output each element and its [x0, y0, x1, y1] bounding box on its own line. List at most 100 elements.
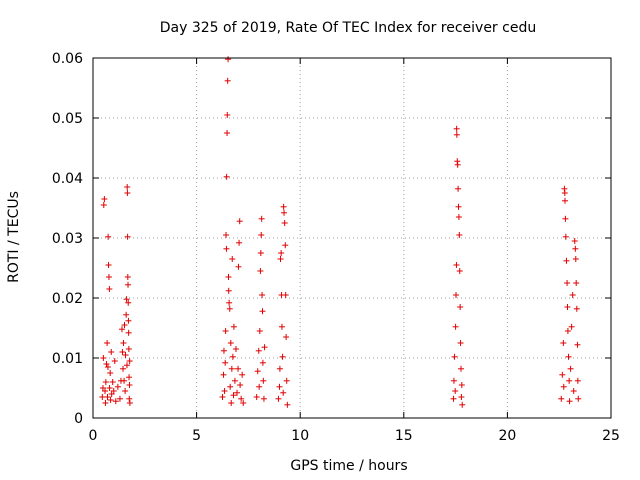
data-point: [275, 395, 282, 402]
data-point: [227, 340, 234, 346]
x-axis-label: GPS time / hours: [290, 458, 407, 474]
data-point: [456, 232, 463, 238]
data-point: [458, 382, 465, 388]
data-point: [124, 233, 131, 240]
data-point: [458, 394, 465, 400]
data-point: [453, 262, 460, 268]
data-point: [453, 131, 460, 138]
data-point: [109, 379, 116, 385]
data-point: [564, 304, 571, 310]
chart-title: Day 325 of 2019, Rate Of TEC Index for r…: [160, 20, 536, 36]
data-point: [239, 371, 246, 378]
data-point: [123, 296, 130, 303]
data-point: [452, 388, 459, 394]
data-point: [459, 401, 466, 408]
data-point: [562, 215, 569, 222]
data-point: [121, 377, 128, 384]
y-axis-label: ROTI / TECUs: [6, 191, 22, 283]
data-point: [219, 394, 226, 400]
data-point: [232, 346, 239, 352]
y-tick-label: 0.04: [52, 171, 83, 187]
data-point: [451, 353, 458, 360]
data-point: [279, 353, 286, 360]
data-point: [124, 190, 131, 196]
data-point: [107, 370, 114, 376]
data-point: [104, 394, 111, 400]
data-point: [120, 365, 127, 372]
data-point: [235, 365, 242, 372]
data-point: [260, 395, 267, 402]
data-point: [235, 263, 242, 270]
data-point: [282, 242, 289, 249]
data-point: [566, 398, 573, 405]
data-point: [126, 374, 133, 381]
data-point: [121, 322, 128, 328]
data-point: [259, 359, 266, 366]
data-point: [558, 395, 565, 402]
data-point: [107, 397, 114, 403]
y-tick-label: 0.03: [52, 231, 83, 247]
data-point: [564, 328, 571, 334]
data-points: [99, 56, 582, 408]
data-point: [240, 400, 247, 406]
y-tick-label: 0.05: [52, 111, 83, 127]
data-point: [225, 274, 232, 280]
data-point: [119, 326, 126, 333]
data-point: [283, 334, 290, 340]
data-point: [125, 346, 132, 352]
data-point: [224, 112, 231, 118]
data-point: [455, 185, 462, 192]
data-point: [237, 382, 244, 388]
y-tick-label: 0.01: [52, 351, 83, 367]
x-tick-label: 20: [498, 428, 516, 444]
data-point: [457, 340, 464, 346]
data-point: [254, 368, 261, 375]
data-point: [220, 371, 227, 378]
data-point: [453, 292, 460, 298]
data-point: [455, 203, 462, 210]
data-point: [99, 394, 106, 400]
data-point: [126, 395, 133, 402]
data-point: [260, 377, 267, 384]
data-point: [225, 56, 232, 63]
data-point: [126, 400, 133, 406]
data-point: [457, 304, 464, 310]
data-point: [570, 388, 577, 394]
data-point: [229, 353, 236, 360]
data-point: [124, 184, 131, 190]
data-point: [126, 382, 133, 388]
data-point: [116, 395, 123, 402]
data-point: [231, 377, 238, 384]
data-point: [454, 161, 461, 168]
data-point: [102, 379, 109, 385]
data-point: [575, 395, 582, 402]
data-point: [102, 388, 109, 394]
data-point: [125, 281, 132, 288]
data-point: [456, 268, 463, 274]
data-point: [228, 400, 235, 406]
x-tick-label: 15: [395, 428, 413, 444]
data-point: [450, 377, 457, 384]
data-point: [573, 280, 580, 286]
data-point: [567, 365, 574, 372]
data-point: [125, 317, 132, 324]
data-point: [122, 388, 129, 394]
data-point: [258, 215, 265, 222]
data-point: [276, 383, 283, 390]
data-point: [236, 218, 243, 225]
data-point: [236, 239, 243, 246]
data-point: [228, 365, 235, 372]
data-point: [564, 280, 571, 286]
data-point: [105, 274, 112, 280]
data-point: [105, 262, 112, 268]
data-point: [238, 395, 245, 402]
data-point: [569, 292, 576, 298]
data-point: [562, 197, 569, 204]
data-point: [223, 232, 230, 238]
data-point: [571, 238, 578, 244]
data-point: [110, 388, 117, 394]
data-point: [125, 299, 132, 306]
data-point: [226, 299, 233, 306]
data-point: [281, 220, 288, 226]
